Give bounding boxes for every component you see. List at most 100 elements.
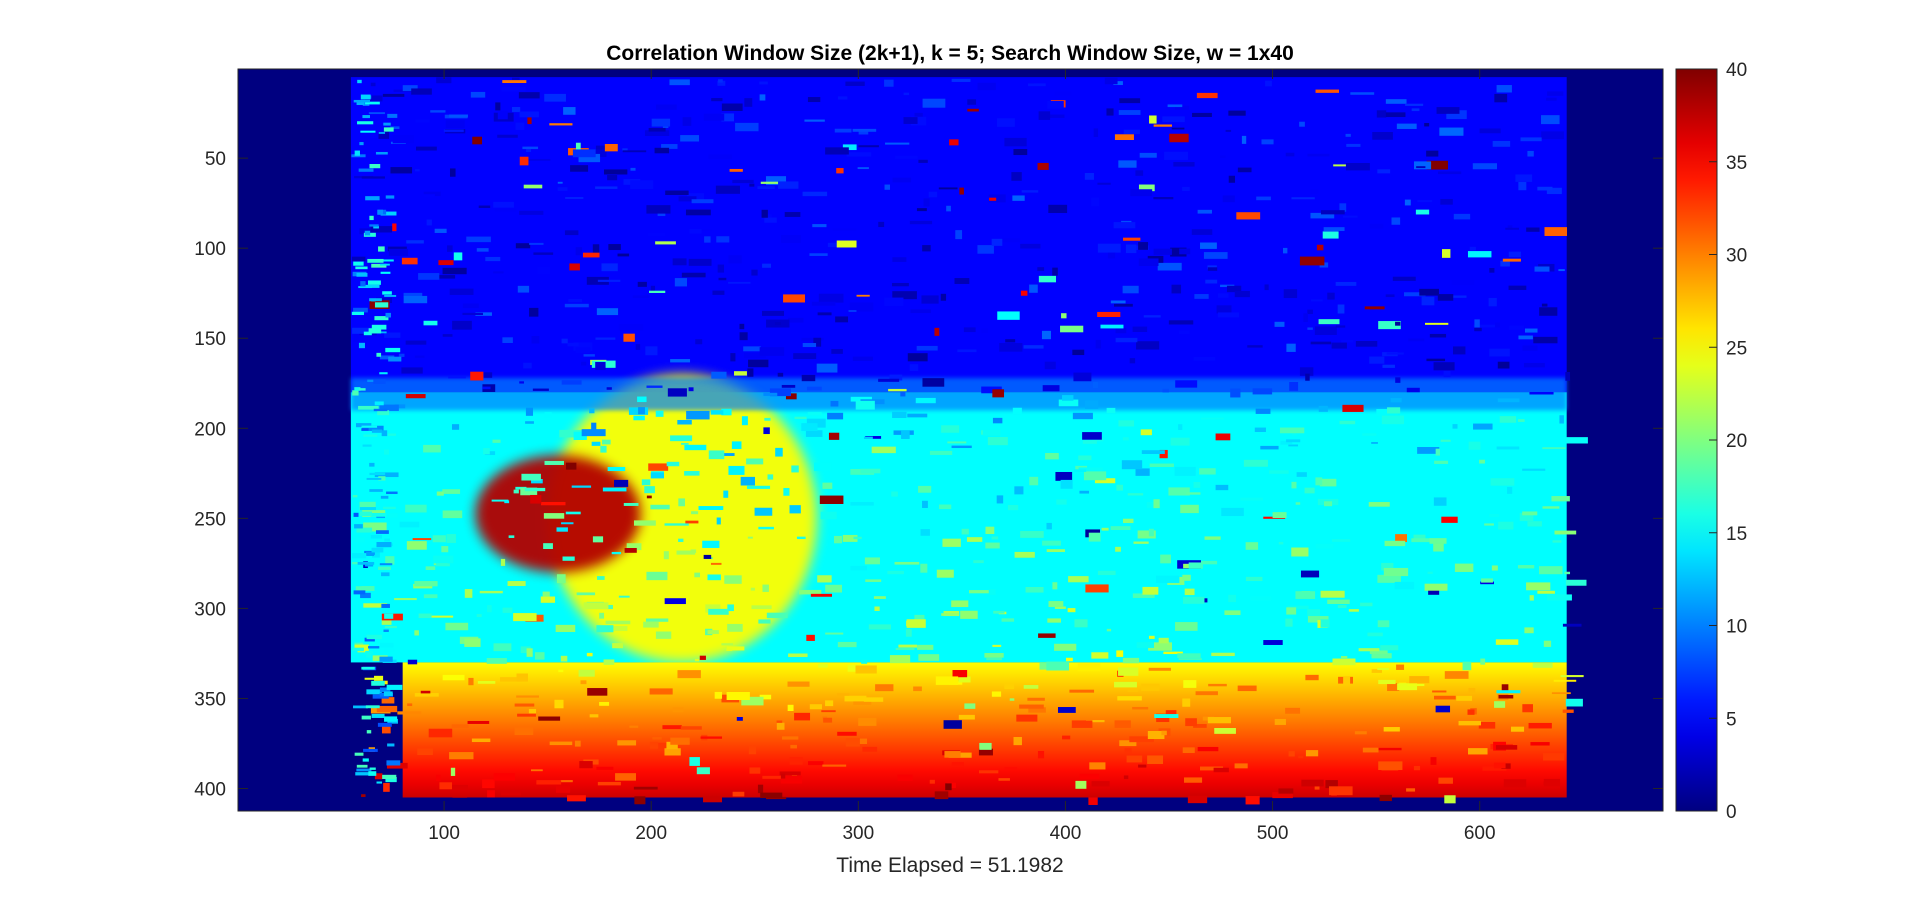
heatmap-speckle bbox=[1234, 290, 1250, 298]
heatmap-speckle bbox=[1245, 796, 1260, 805]
heatmap-speckle bbox=[1116, 650, 1124, 657]
heatmap-speckle bbox=[845, 81, 865, 86]
heatmap-speckle bbox=[650, 472, 664, 479]
heatmap-speckle bbox=[658, 198, 679, 206]
heatmap-speckle bbox=[736, 716, 743, 721]
heatmap-speckle bbox=[1118, 160, 1137, 168]
heatmap-speckle bbox=[760, 792, 783, 799]
heatmap-speckle bbox=[1280, 440, 1293, 445]
heatmap-speckle bbox=[1138, 184, 1155, 192]
heatmap-speckle bbox=[384, 625, 397, 629]
heatmap-speckle bbox=[837, 731, 857, 736]
heatmap-speckle bbox=[575, 247, 583, 256]
heatmap-speckle bbox=[1543, 640, 1552, 647]
heatmap-speckle bbox=[1153, 499, 1160, 509]
heatmap-speckle bbox=[1452, 346, 1466, 355]
heatmap-speckle bbox=[1468, 687, 1476, 693]
heatmap-speckle bbox=[754, 507, 773, 516]
heatmap-speckle bbox=[1124, 748, 1132, 754]
heatmap-speckle bbox=[513, 613, 537, 622]
heatmap-speckle bbox=[433, 555, 454, 564]
heatmap-speckle bbox=[492, 439, 501, 443]
heatmap-speckle bbox=[1322, 231, 1339, 239]
heatmap-speckle bbox=[379, 404, 399, 411]
colorbar-tick-label: 35 bbox=[1726, 153, 1747, 174]
heatmap-speckle bbox=[370, 226, 393, 233]
heatmap-edge-streak bbox=[360, 130, 376, 133]
heatmap-speckle bbox=[1125, 244, 1137, 254]
heatmap-speckle bbox=[699, 655, 706, 660]
heatmap-speckle bbox=[1225, 129, 1232, 132]
heatmap-edge-streak bbox=[352, 390, 359, 396]
heatmap-speckle bbox=[1062, 735, 1071, 740]
heatmap-speckle bbox=[978, 748, 993, 756]
heatmap-speckle bbox=[534, 652, 545, 660]
heatmap-speckle bbox=[1286, 607, 1297, 615]
heatmap-speckle bbox=[871, 446, 896, 454]
heatmap-speckle bbox=[1041, 114, 1065, 118]
heatmap-speckle bbox=[981, 328, 988, 333]
heatmap-speckle bbox=[1433, 497, 1447, 506]
heatmap-speckle bbox=[1101, 527, 1109, 531]
heatmap-speckle bbox=[1082, 432, 1102, 440]
heatmap-speckle bbox=[597, 781, 621, 786]
heatmap-speckle bbox=[1205, 279, 1218, 284]
heatmap-speckle bbox=[1023, 685, 1039, 689]
heatmap-speckle bbox=[1441, 249, 1451, 258]
heatmap-speckle bbox=[560, 655, 568, 662]
heatmap-speckle bbox=[1385, 112, 1406, 118]
heatmap-speckle bbox=[1380, 645, 1399, 651]
heatmap-speckle bbox=[1062, 395, 1074, 401]
heatmap-speckle bbox=[954, 278, 970, 284]
heatmap-speckle bbox=[1237, 167, 1252, 173]
heatmap-speckle bbox=[649, 290, 666, 294]
heatmap-speckle bbox=[1013, 736, 1022, 746]
heatmap-speckle bbox=[600, 445, 607, 453]
y-tick-label: 100 bbox=[194, 239, 226, 260]
heatmap-speckle bbox=[361, 794, 366, 797]
heatmap-speckle bbox=[446, 534, 456, 543]
heatmap-speckle bbox=[1350, 92, 1375, 95]
heatmap-speckle bbox=[952, 670, 968, 678]
heatmap-speckle bbox=[681, 272, 706, 278]
heatmap-speckle bbox=[685, 520, 699, 524]
heatmap-speckle bbox=[1432, 690, 1447, 693]
heatmap-speckle bbox=[1367, 632, 1383, 637]
heatmap-edge-streak bbox=[386, 491, 398, 495]
heatmap-edge-streak bbox=[363, 331, 372, 336]
heatmap-speckle bbox=[763, 392, 778, 396]
heatmap-speckle bbox=[1183, 563, 1192, 569]
heatmap-speckle bbox=[665, 190, 689, 196]
heatmap-speckle bbox=[656, 104, 677, 110]
heatmap-speckle bbox=[583, 354, 595, 357]
heatmap-speckle bbox=[784, 212, 801, 217]
heatmap-edge-streak bbox=[377, 209, 384, 215]
heatmap-speckle bbox=[1054, 91, 1072, 96]
heatmap-speckle bbox=[1468, 748, 1488, 755]
heatmap-speckle bbox=[1045, 453, 1059, 460]
heatmap-edge-streak bbox=[384, 613, 394, 619]
heatmap-speckle bbox=[587, 688, 608, 696]
heatmap-speckle bbox=[1093, 128, 1099, 138]
heatmap-speckle bbox=[651, 118, 671, 127]
heatmap-speckle bbox=[1129, 736, 1154, 743]
heatmap-edge-streak bbox=[362, 115, 370, 119]
heatmap-edge-streak bbox=[382, 774, 397, 779]
heatmap-speckle bbox=[525, 421, 534, 424]
heatmap-speckle bbox=[1164, 151, 1189, 160]
heatmap-speckle bbox=[597, 576, 605, 580]
heatmap-speckle bbox=[1494, 322, 1500, 328]
heatmap-speckle bbox=[648, 463, 669, 471]
heatmap-speckle bbox=[982, 429, 1001, 436]
heatmap-speckle bbox=[1056, 499, 1067, 505]
heatmap-speckle bbox=[979, 770, 999, 774]
heatmap-speckle bbox=[917, 644, 934, 650]
heatmap-speckle bbox=[758, 526, 774, 530]
heatmap-speckle bbox=[884, 184, 891, 190]
heatmap-speckle bbox=[739, 332, 748, 341]
heatmap-speckle bbox=[423, 320, 438, 326]
heatmap-edge-streak bbox=[364, 284, 380, 288]
heatmap-speckle bbox=[844, 695, 867, 702]
heatmap-speckle bbox=[918, 654, 940, 661]
heatmap-speckle bbox=[1137, 530, 1156, 539]
